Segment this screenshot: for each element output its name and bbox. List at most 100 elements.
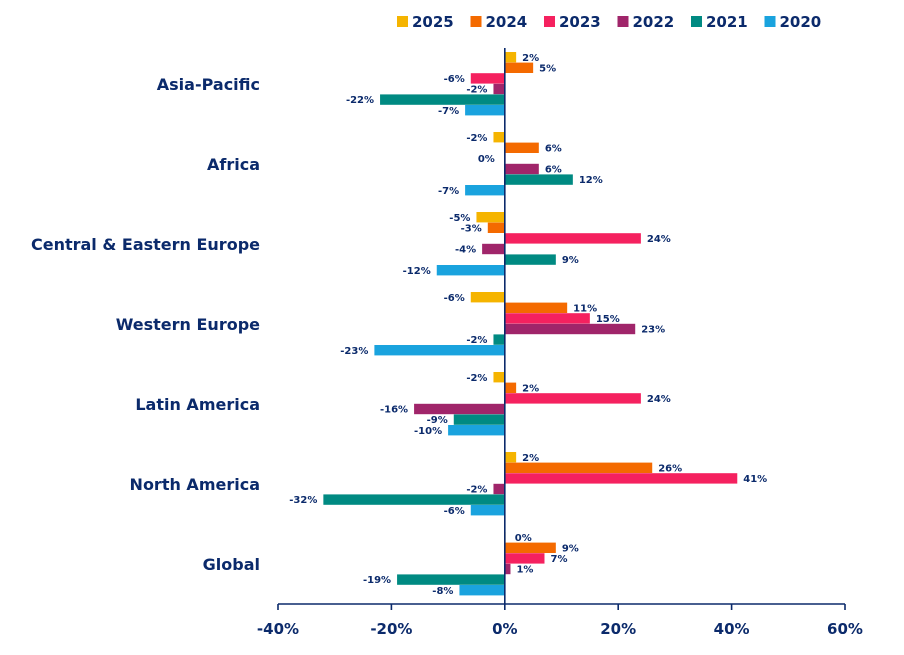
- data-label-western-europe-2022: 23%: [641, 325, 665, 336]
- bar-central-eastern-europe-2020: [436, 265, 505, 276]
- data-label-western-europe-2025: -6%: [444, 293, 465, 304]
- legend-swatch-2021: [691, 16, 702, 27]
- data-label-north-america-2022: -2%: [466, 485, 487, 496]
- x-tick-label-5: 60%: [827, 620, 863, 638]
- bar-western-europe-2023: [504, 313, 590, 324]
- bar-north-america-2023: [504, 473, 738, 484]
- bar-asia-pacific-2023: [470, 73, 505, 84]
- data-label-asia-pacific-2020: -7%: [438, 106, 459, 117]
- bar-north-america-2021: [323, 494, 505, 505]
- data-label-asia-pacific-2024: 5%: [539, 63, 556, 74]
- data-label-central-eastern-europe-2022: -4%: [455, 245, 476, 256]
- data-label-latin-america-2025: -2%: [466, 373, 487, 384]
- bar-western-europe-2021: [493, 334, 505, 345]
- legend-label-2024: 2024: [486, 13, 528, 31]
- bar-latin-america-2022: [414, 403, 505, 415]
- legend-swatch-2025: [397, 16, 408, 27]
- data-label-central-eastern-europe-2021: 9%: [562, 255, 579, 266]
- bar-western-europe-2022: [504, 323, 636, 335]
- data-label-western-europe-2020: -23%: [340, 346, 368, 357]
- data-label-africa-2022: 6%: [545, 165, 562, 176]
- data-label-western-europe-2021: -2%: [466, 335, 487, 346]
- legend-swatch-2020: [764, 16, 776, 27]
- data-label-asia-pacific-2021: -22%: [346, 95, 374, 106]
- category-label-africa: Africa: [207, 155, 260, 174]
- data-labels: 2%5%-6%-2%-22%-7%-2%6%0%6%12%-7%-5%-3%24…: [289, 53, 767, 597]
- bar-africa-2025: [493, 132, 505, 143]
- bar-north-america-2024: [504, 462, 653, 473]
- bar-central-eastern-europe-2024: [487, 222, 505, 233]
- bar-western-europe-2020: [374, 345, 505, 356]
- category-labels: Asia-Pacific Africa Central & Eastern Euro…: [31, 75, 260, 574]
- data-label-latin-america-2022: -16%: [380, 405, 408, 416]
- bar-asia-pacific-2021: [380, 94, 505, 105]
- data-label-central-eastern-europe-2020: -12%: [403, 266, 431, 277]
- bar-western-europe-2024: [504, 302, 568, 313]
- bar-latin-america-2025: [493, 372, 505, 383]
- data-label-asia-pacific-2023: -6%: [444, 74, 465, 85]
- legend-label-2025: 2025: [412, 13, 454, 31]
- bar-global-2021: [397, 574, 505, 585]
- data-label-latin-america-2021: -9%: [427, 415, 448, 426]
- data-label-global-2024: 9%: [562, 543, 579, 554]
- data-label-asia-pacific-2022: -2%: [466, 85, 487, 96]
- data-label-north-america-2020: -6%: [444, 506, 465, 517]
- data-label-global-2022: 1%: [516, 565, 533, 576]
- data-label-north-america-2025: 2%: [522, 453, 539, 464]
- bar-latin-america-2020: [448, 425, 505, 436]
- category-label-latin-america: Latin America: [135, 395, 260, 414]
- bar-latin-america-2024: [504, 382, 517, 393]
- category-label-western-europe: Western Europe: [116, 315, 260, 334]
- bar-global-2020: [459, 585, 505, 596]
- bar-north-america-2022: [493, 483, 505, 495]
- data-label-global-2023: 7%: [550, 554, 567, 565]
- data-label-north-america-2023: 41%: [743, 474, 767, 485]
- bar-central-eastern-europe-2022: [482, 243, 505, 255]
- data-label-western-europe-2024: 11%: [573, 303, 597, 314]
- data-label-western-europe-2023: 15%: [596, 314, 620, 325]
- data-label-latin-america-2024: 2%: [522, 383, 539, 394]
- bar-asia-pacific-2020: [465, 105, 505, 116]
- legend-swatch-2023: [544, 16, 555, 27]
- data-label-global-2021: -19%: [363, 575, 391, 586]
- legend-swatch-2024: [470, 16, 482, 27]
- bar-central-eastern-europe-2025: [476, 212, 505, 223]
- legend-label-2020: 2020: [780, 13, 822, 31]
- bar-latin-america-2023: [504, 393, 641, 404]
- x-tick-label-2: 0%: [492, 620, 517, 638]
- bar-north-america-2025: [504, 452, 517, 463]
- bars: [323, 52, 738, 596]
- bar-western-europe-2025: [470, 292, 505, 303]
- data-label-central-eastern-europe-2025: -5%: [449, 213, 470, 224]
- bar-africa-2022: [504, 163, 539, 175]
- data-label-africa-2020: -7%: [438, 186, 459, 197]
- legend-label-2021: 2021: [706, 13, 748, 31]
- bar-north-america-2020: [470, 505, 505, 516]
- data-label-central-eastern-europe-2024: -3%: [461, 223, 482, 234]
- data-label-asia-pacific-2025: 2%: [522, 53, 539, 64]
- legend-swatch-2022: [617, 16, 629, 27]
- data-label-central-eastern-europe-2023: 24%: [647, 234, 671, 245]
- bar-central-eastern-europe-2023: [504, 233, 641, 244]
- bar-asia-pacific-2024: [504, 62, 534, 73]
- bar-africa-2020: [465, 185, 505, 196]
- x-tick-label-4: 40%: [714, 620, 750, 638]
- data-label-africa-2021: 12%: [579, 175, 603, 186]
- category-label-central-eastern-europe: Central & Eastern Europe: [31, 235, 260, 254]
- bar-central-eastern-europe-2021: [504, 254, 556, 265]
- category-label-north-america: North America: [130, 475, 260, 494]
- category-label-global: Global: [203, 555, 260, 574]
- x-tick-label-1: -20%: [370, 620, 412, 638]
- x-tick-label-3: 20%: [600, 620, 636, 638]
- data-label-global-2025: 0%: [515, 533, 532, 544]
- data-label-africa-2025: -2%: [466, 133, 487, 144]
- bar-asia-pacific-2025: [504, 52, 517, 63]
- x-tick-label-0: -40%: [257, 620, 299, 638]
- bar-global-2024: [504, 542, 556, 553]
- x-axis: -40% -20% 0% 20% 40% 60%: [257, 48, 863, 638]
- data-label-latin-america-2020: -10%: [414, 426, 442, 437]
- bar-global-2022: [504, 563, 511, 575]
- bar-latin-america-2021: [453, 414, 505, 425]
- bar-global-2023: [504, 553, 545, 564]
